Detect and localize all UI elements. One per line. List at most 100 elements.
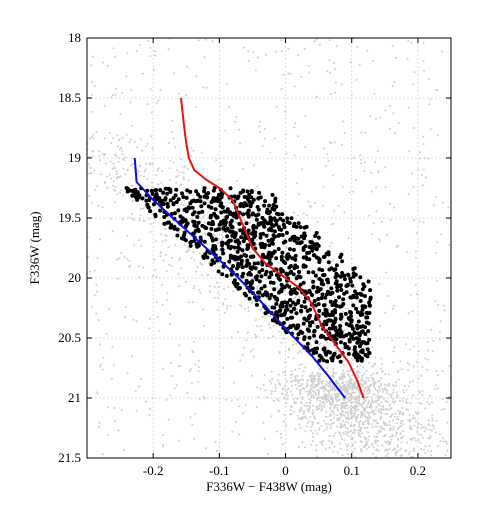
field-star-point — [364, 396, 367, 399]
field-star-point — [138, 217, 141, 220]
field-star-point — [168, 167, 171, 170]
field-star-point — [112, 184, 115, 187]
field-star-point — [166, 292, 169, 295]
field-star-point — [329, 427, 332, 430]
field-star-point — [321, 398, 324, 400]
field-star-point — [390, 414, 393, 417]
field-star-point — [354, 395, 357, 398]
field-star-point — [185, 280, 188, 283]
field-star-point — [371, 233, 374, 236]
field-star-point — [358, 425, 361, 428]
field-star-point — [280, 341, 283, 344]
field-star-point — [183, 244, 186, 247]
field-star-point — [269, 151, 272, 154]
field-star-point — [296, 414, 299, 417]
field-star-point — [331, 370, 334, 373]
field-star-point — [427, 450, 430, 453]
field-star-point — [248, 221, 251, 224]
selected-star-point — [332, 335, 337, 340]
field-star-point — [290, 370, 293, 373]
field-star-point — [155, 102, 158, 105]
field-star-point — [153, 259, 156, 261]
field-star-point — [344, 307, 347, 310]
field-star-point — [420, 434, 423, 437]
field-star-point — [193, 285, 196, 287]
selected-star-point — [270, 192, 275, 197]
field-star-point — [395, 450, 398, 453]
field-star-point — [330, 142, 333, 145]
field-star-point — [194, 363, 197, 366]
selected-star-point — [224, 241, 229, 246]
selected-star-point — [347, 317, 352, 321]
field-star-point — [322, 185, 325, 188]
selected-star-point — [325, 359, 330, 364]
field-star-point — [101, 152, 104, 155]
field-star-point — [347, 380, 350, 383]
field-star-point — [347, 237, 350, 239]
field-star-point — [254, 333, 257, 336]
field-star-point — [329, 140, 331, 143]
field-star-point — [182, 171, 185, 174]
field-star-point — [290, 390, 292, 393]
selected-star-point — [246, 243, 251, 248]
selected-star-point — [202, 201, 207, 206]
selected-star-point — [209, 226, 214, 231]
field-star-point — [376, 394, 379, 397]
field-star-point — [418, 390, 421, 393]
selected-star-point — [206, 191, 211, 196]
field-star-point — [351, 415, 354, 418]
field-star-point — [378, 387, 381, 390]
field-star-point — [93, 85, 96, 88]
field-star-point — [332, 368, 335, 370]
field-star-point — [434, 300, 437, 303]
field-star-point — [431, 414, 434, 417]
selected-star-point — [125, 189, 130, 194]
field-star-point — [442, 437, 445, 440]
selected-star-point — [306, 329, 311, 333]
selected-star-point — [268, 270, 273, 275]
field-star-point — [378, 324, 381, 327]
selected-star-point — [220, 243, 225, 248]
field-star-point — [421, 437, 424, 439]
field-star-point — [329, 389, 332, 392]
selected-star-point — [354, 306, 359, 311]
field-star-point — [226, 307, 229, 310]
field-star-point — [101, 453, 104, 456]
field-star-point — [413, 450, 416, 453]
field-star-point — [402, 435, 405, 438]
field-star-point — [412, 127, 415, 129]
selected-star-point — [320, 292, 325, 297]
field-star-point — [383, 386, 386, 389]
field-star-point — [390, 393, 393, 396]
field-star-point — [374, 442, 377, 445]
field-star-point — [322, 385, 325, 388]
field-star-point — [220, 164, 223, 167]
field-star-point — [436, 444, 439, 447]
field-star-point — [371, 345, 374, 348]
field-star-point — [351, 396, 354, 399]
selected-star-point — [246, 228, 251, 233]
selected-star-point — [292, 221, 297, 226]
field-star-point — [115, 177, 118, 180]
field-star-point — [220, 233, 223, 236]
selected-star-point — [312, 333, 316, 338]
field-star-point — [337, 204, 340, 207]
selected-star-point — [338, 283, 343, 288]
selected-star-point — [248, 280, 252, 285]
field-star-point — [272, 335, 274, 338]
field-star-point — [406, 58, 409, 60]
field-star-point — [314, 202, 316, 205]
selected-star-point — [323, 295, 328, 300]
field-star-point — [304, 114, 307, 117]
field-star-point — [226, 304, 229, 307]
field-star-point — [328, 39, 331, 42]
field-star-point — [409, 293, 412, 296]
field-star-point — [344, 375, 347, 378]
field-star-point — [388, 424, 391, 427]
field-star-point — [298, 367, 301, 370]
selected-star-point — [239, 261, 244, 266]
field-star-point — [348, 191, 351, 194]
selected-star-point — [267, 260, 272, 265]
field-star-point — [358, 433, 360, 436]
